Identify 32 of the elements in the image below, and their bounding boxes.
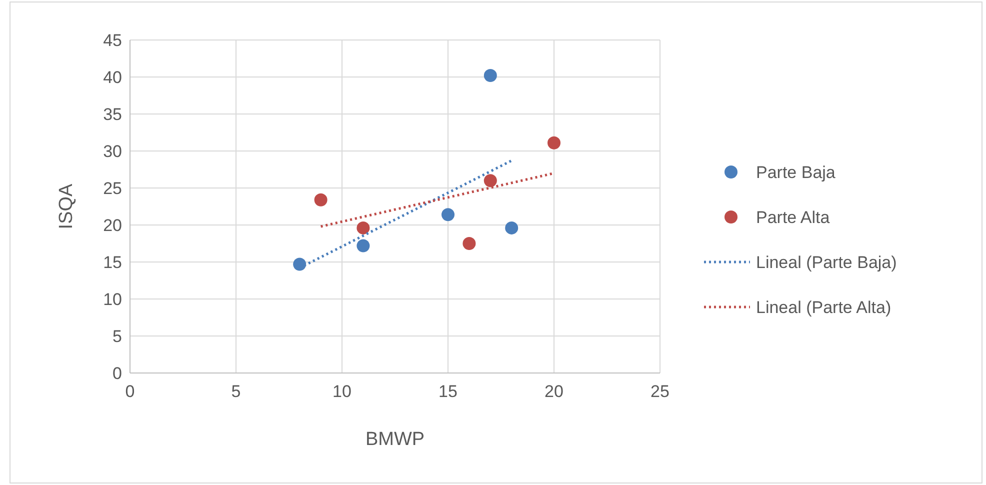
point [484,69,497,82]
point [547,136,561,150]
x-tick-label: 15 [438,382,458,401]
x-tick-label: 0 [125,382,135,401]
point [505,221,518,234]
point [441,208,455,222]
y-tick-label: 35 [103,105,122,124]
y-tick-label: 15 [103,253,122,272]
legend-label: Parte Alta [756,208,830,227]
y-tick-label: 5 [112,327,122,346]
y-tick-label: 0 [112,364,122,383]
y-tick-label: 25 [103,179,122,198]
x-axis-title: BMWP [365,429,425,450]
point [356,239,370,252]
y-tick-label: 30 [103,142,122,161]
x-tick-label: 5 [231,382,241,401]
legend-label: Lineal (Parte Alta) [756,298,892,317]
y-tick-label: 45 [103,31,122,50]
point [462,237,476,250]
point [293,258,306,271]
y-tick-label: 20 [103,216,122,235]
point [314,193,328,206]
point [484,174,497,188]
point [356,221,370,234]
x-tick-label: 25 [650,382,670,401]
y-tick-label: 10 [103,290,122,309]
y-axis-title: ISQA [56,183,77,230]
y-tick-label: 40 [103,68,122,87]
x-tick-label: 10 [332,382,352,401]
legend-label: Parte Baja [756,163,836,182]
x-tick-label: 20 [544,382,564,401]
legend-label: Lineal (Parte Baja) [756,253,897,272]
